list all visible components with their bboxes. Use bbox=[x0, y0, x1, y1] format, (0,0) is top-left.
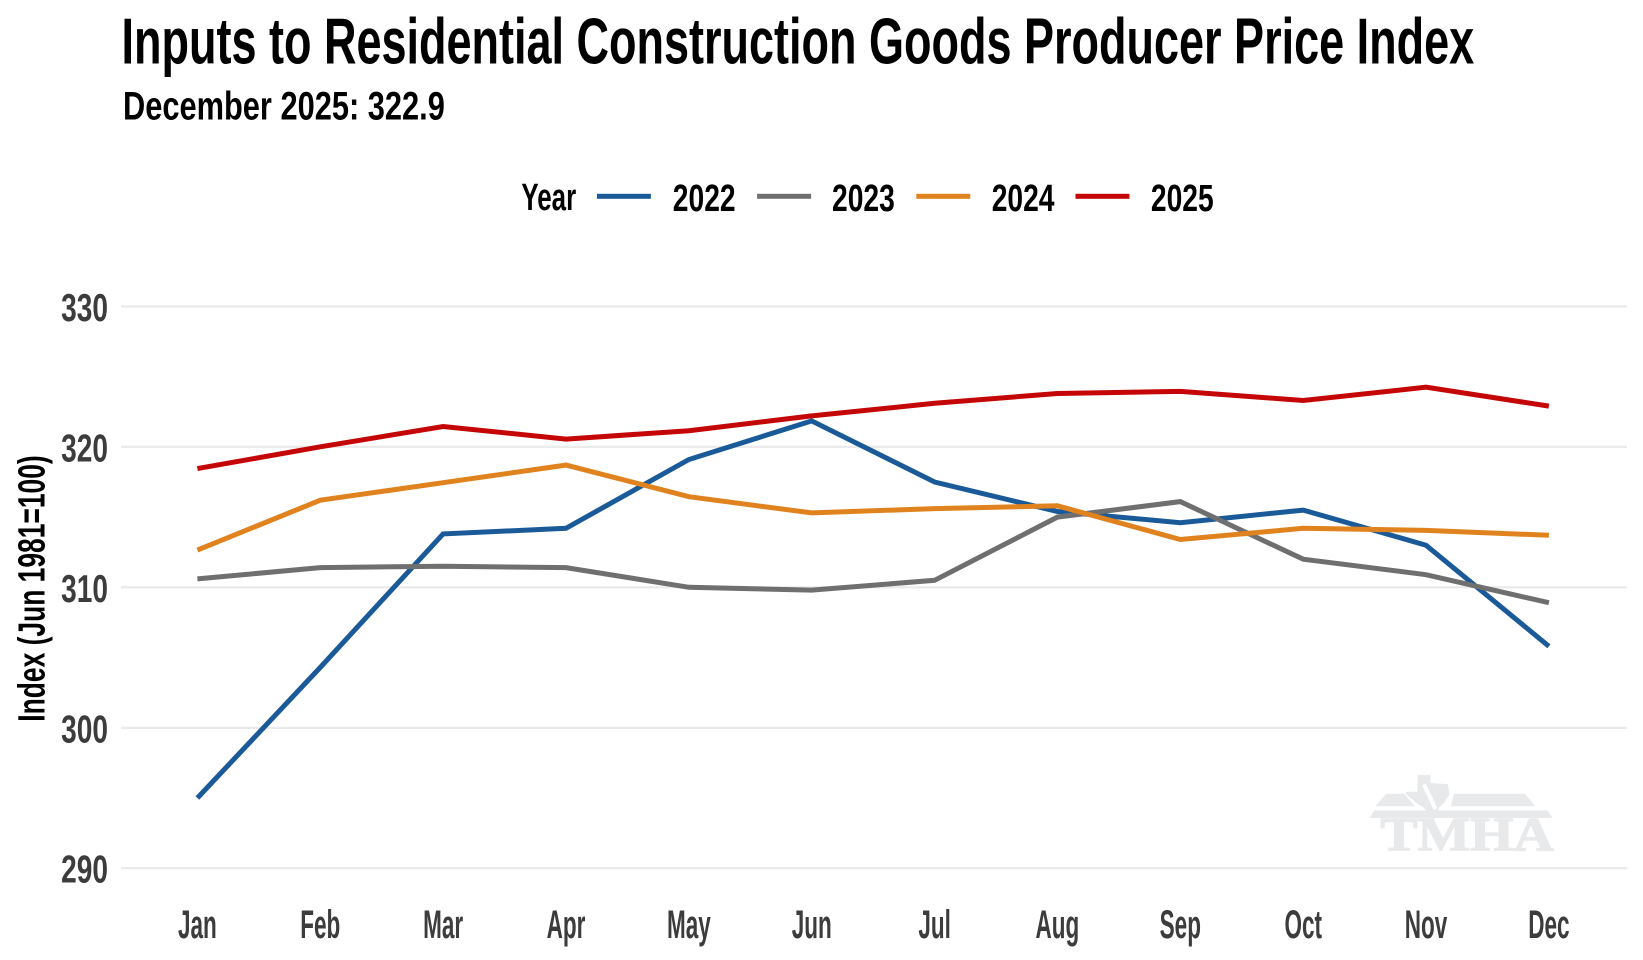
svg-text:Jun: Jun bbox=[792, 902, 832, 946]
svg-text:310: 310 bbox=[61, 567, 108, 611]
svg-text:2025: 2025 bbox=[1151, 178, 1214, 220]
svg-text:Year: Year bbox=[521, 176, 576, 218]
svg-text:TMHA: TMHA bbox=[1380, 809, 1554, 862]
svg-text:Inputs to Residential Construc: Inputs to Residential Construction Goods… bbox=[122, 4, 1475, 77]
svg-text:Aug: Aug bbox=[1036, 902, 1080, 946]
svg-text:Oct: Oct bbox=[1284, 902, 1322, 946]
svg-text:Nov: Nov bbox=[1405, 902, 1448, 946]
svg-text:Jan: Jan bbox=[178, 902, 217, 946]
svg-text:320: 320 bbox=[61, 427, 108, 471]
svg-text:Jul: Jul bbox=[918, 902, 951, 946]
svg-text:2023: 2023 bbox=[832, 178, 895, 220]
svg-text:Apr: Apr bbox=[547, 902, 586, 946]
svg-text:December 2025: 322.9: December 2025: 322.9 bbox=[123, 84, 445, 129]
svg-text:290: 290 bbox=[61, 848, 108, 892]
svg-text:2024: 2024 bbox=[992, 178, 1055, 220]
svg-text:Sep: Sep bbox=[1160, 902, 1201, 946]
svg-text:330: 330 bbox=[61, 286, 108, 330]
svg-text:Index (Jun 1981=100): Index (Jun 1981=100) bbox=[10, 455, 53, 721]
svg-text:Feb: Feb bbox=[300, 902, 340, 946]
svg-text:2022: 2022 bbox=[673, 178, 736, 220]
svg-text:May: May bbox=[667, 902, 711, 946]
svg-text:Dec: Dec bbox=[1528, 902, 1569, 946]
svg-text:Mar: Mar bbox=[423, 902, 463, 946]
svg-text:300: 300 bbox=[61, 708, 108, 752]
